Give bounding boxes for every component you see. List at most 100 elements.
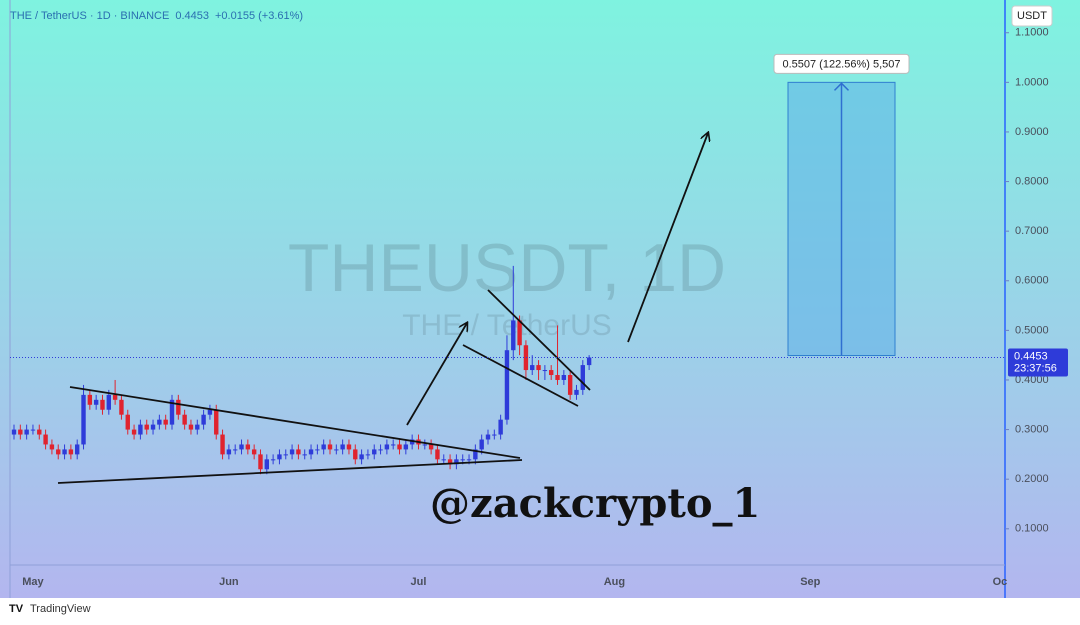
candle-body <box>138 424 143 435</box>
trend-line <box>462 344 579 407</box>
candle-body <box>176 399 181 415</box>
candle-body <box>397 444 402 450</box>
candle-body <box>233 449 238 451</box>
candle-body <box>106 394 111 410</box>
candle-body <box>157 419 162 425</box>
candle-body <box>11 429 17 435</box>
candle-body <box>485 434 491 440</box>
annotation: @zackcrypto_1 <box>430 480 760 527</box>
candle-body <box>125 414 130 430</box>
candle-body <box>56 449 61 455</box>
candle-body <box>93 399 99 405</box>
candle-body <box>479 439 484 450</box>
candle-body <box>378 449 383 451</box>
candle-body <box>567 375 573 395</box>
candle-body <box>49 444 55 450</box>
trend-line <box>487 289 591 391</box>
candle-body <box>403 444 409 450</box>
candle-body <box>169 399 175 425</box>
arrow <box>627 133 708 343</box>
brand-logo: TV <box>9 603 24 615</box>
trend-line <box>57 459 523 484</box>
candle-body <box>384 444 390 450</box>
y-tick-label: 0.7000 <box>1015 225 1049 237</box>
candle-body <box>264 459 269 470</box>
trend-line <box>69 386 521 459</box>
candle-body <box>188 424 194 430</box>
candle-body <box>251 449 257 455</box>
candle-body <box>150 424 156 430</box>
candle-body <box>81 394 86 445</box>
drawings <box>57 133 708 484</box>
candle-body <box>182 414 187 425</box>
brand: TradingView <box>30 603 91 615</box>
header-change: +0.0155 (+3.61%) <box>215 10 303 22</box>
arrow <box>406 323 467 426</box>
price-tag-countdown: 23:37:56 <box>1014 362 1057 374</box>
measure-arrowhead <box>833 82 850 91</box>
candle-body <box>131 429 137 435</box>
candle-body <box>37 429 42 435</box>
x-tick-label: Sep <box>800 576 820 588</box>
candle-body <box>62 449 67 455</box>
candle-body <box>517 320 522 346</box>
candle-body <box>428 444 434 450</box>
x-tick-label: Jul <box>411 576 427 588</box>
currency-box <box>1011 5 1053 27</box>
candle-body <box>43 434 48 445</box>
y-tick-label: 0.5000 <box>1015 324 1049 336</box>
x-tick-label: Aug <box>604 576 625 588</box>
candle-body <box>195 424 200 430</box>
y-tick-label: 1.0000 <box>1015 76 1049 88</box>
header-price: 0.4453 <box>175 10 209 22</box>
y-tick-label: 0.8000 <box>1015 175 1049 187</box>
candle-body <box>441 459 446 461</box>
measure-label: 0.5507 (122.56%) 5,507 <box>782 58 900 70</box>
candle-body <box>372 449 377 455</box>
price-tag <box>1008 348 1068 377</box>
x-tick-label: Jun <box>219 576 239 588</box>
y-tick-label: 0.3000 <box>1015 423 1049 435</box>
candle-body <box>201 414 206 425</box>
candle-body <box>447 459 453 465</box>
candle-body <box>340 444 345 450</box>
candle-body <box>207 409 213 415</box>
candle-body <box>561 375 567 380</box>
candle-body <box>144 424 149 430</box>
candle-body <box>523 345 529 371</box>
candle-body <box>75 444 80 455</box>
candle-body <box>321 444 326 450</box>
candle-body <box>68 449 74 455</box>
candle-body <box>239 444 244 450</box>
x-tick-label: May <box>22 576 44 588</box>
x-tick-label: Oc <box>993 576 1008 588</box>
watermark-title: THEUSDT, 1D <box>288 230 726 306</box>
candle-body <box>473 449 478 460</box>
candle-body <box>555 375 560 380</box>
footer-background <box>0 598 1080 625</box>
candles <box>11 265 592 475</box>
header: THE / TetherUS · 1D · BINANCE 0.4453 +0.01… <box>10 10 303 22</box>
currency-label: USDT <box>1017 10 1047 22</box>
candle-body <box>308 449 314 455</box>
candle-body <box>536 365 541 371</box>
candle-body <box>315 449 320 451</box>
candle-body <box>296 449 301 455</box>
candle-body <box>277 454 282 460</box>
y-tick-label: 0.9000 <box>1015 126 1049 138</box>
y-tick-label: 0.6000 <box>1015 275 1049 287</box>
candle-body <box>220 434 225 455</box>
candle-body <box>119 399 124 415</box>
candle-body <box>258 454 263 470</box>
candle-body <box>270 459 276 461</box>
candle-body <box>334 449 339 451</box>
candle-body <box>283 454 288 456</box>
y-tick-label: 1.1000 <box>1015 27 1049 39</box>
candle-body <box>112 394 118 400</box>
candle-body <box>498 419 503 435</box>
candle-body <box>30 429 36 431</box>
candle-body <box>492 434 497 436</box>
symbol-title: THE / TetherUS · 1D · BINANCE <box>10 10 169 22</box>
candle-body <box>580 365 585 390</box>
